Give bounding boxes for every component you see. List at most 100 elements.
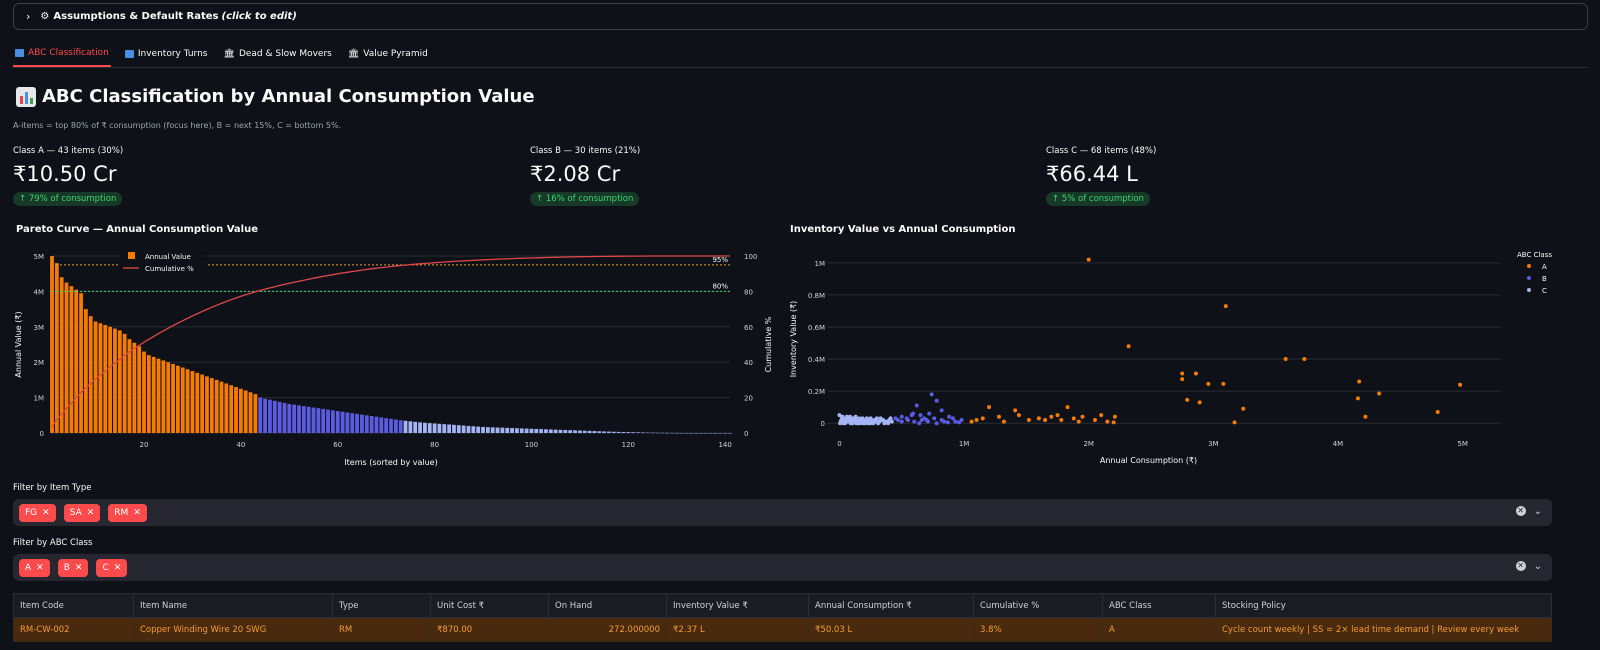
- pareto-bar: [311, 407, 316, 433]
- chevron-down-icon[interactable]: ⌄: [1533, 506, 1542, 517]
- scatter-point-b: [909, 413, 914, 418]
- scatter-point-a: [1071, 416, 1076, 421]
- scatter-point-b: [927, 411, 932, 416]
- pareto-chart-title: Pareto Curve — Annual Consumption Value: [16, 224, 258, 235]
- scatter-point-b: [957, 420, 962, 425]
- column-header[interactable]: Inventory Value ₹: [666, 593, 809, 618]
- pareto-bar: [272, 400, 277, 433]
- scatter-point-c: [886, 421, 891, 426]
- metric-delta: ↑ 16% of consumption: [530, 192, 640, 206]
- filter-item-type-label: Filter by Item Type: [13, 483, 92, 493]
- chip-rm[interactable]: RM ✕: [108, 503, 147, 522]
- pareto-bar: [602, 431, 606, 433]
- scatter-point-a: [1180, 377, 1185, 382]
- metric-label: Class A — 43 items (30%): [13, 146, 124, 156]
- tab-inventory-turns[interactable]: Inventory Turns: [123, 40, 210, 67]
- pareto-bar: [393, 419, 398, 433]
- scatter-point-b: [953, 419, 958, 424]
- clear-all-icon[interactable]: ✕: [1515, 506, 1526, 516]
- chip-label: C: [102, 562, 109, 573]
- close-icon[interactable]: ✕: [133, 507, 141, 518]
- scatter-point-a: [1086, 257, 1091, 262]
- column-header[interactable]: Annual Consumption ₹: [808, 593, 974, 618]
- table-row[interactable]: RM-CW-002 Copper Winding Wire 20 SWG RM …: [13, 617, 1552, 642]
- abc-table: Item Code Item Name Type Unit Cost ₹ On …: [13, 593, 1552, 642]
- pareto-bar: [728, 432, 732, 434]
- chip-c[interactable]: C ✕: [96, 558, 128, 577]
- pareto-bar: [360, 414, 364, 433]
- close-icon[interactable]: ✕: [42, 507, 50, 518]
- filter-item-type-select[interactable]: FG ✕ SA ✕ RM ✕ ✕ ⌄: [13, 499, 1552, 526]
- pareto-chart: 0 1M 2M 3M 4M 5M 0 20 40 60 80 100 20 40 60 80 100 120 140…: [14, 250, 773, 467]
- pareto-bar: [321, 408, 326, 433]
- column-header[interactable]: Cumulative %: [973, 593, 1103, 618]
- column-header[interactable]: Unit Cost ₹: [430, 593, 549, 618]
- y2-tick-label: 100: [744, 253, 757, 261]
- scatter-point-a: [1043, 417, 1048, 422]
- chevron-down-icon[interactable]: ⌄: [1533, 561, 1542, 572]
- tab-label: Inventory Turns: [137, 48, 208, 59]
- pareto-bar: [485, 427, 490, 433]
- bank-icon: 🏛: [223, 48, 235, 59]
- tab-value-pyramid[interactable]: 🏛 Value Pyramid: [346, 40, 430, 67]
- clear-all-icon[interactable]: ✕: [1515, 561, 1526, 571]
- close-icon[interactable]: ✕: [74, 562, 83, 573]
- scatter-point-b: [918, 413, 923, 418]
- pareto-bar: [718, 432, 723, 434]
- metric-delta: ↑ 5% of consumption: [1046, 192, 1150, 206]
- column-header[interactable]: Item Name: [133, 593, 333, 618]
- scatter-point-a: [1377, 391, 1382, 396]
- close-icon[interactable]: ✕: [86, 507, 95, 518]
- pareto-bar: [684, 432, 689, 434]
- scatter-point-a: [1099, 413, 1104, 418]
- turns-icon: [124, 49, 134, 58]
- pareto-bar: [500, 427, 505, 433]
- column-header[interactable]: ABC Class: [1102, 593, 1216, 618]
- chip-a[interactable]: A ✕: [19, 558, 50, 577]
- scatter-point-a: [1026, 417, 1031, 422]
- close-icon[interactable]: ✕: [113, 562, 122, 573]
- pareto-bar: [316, 408, 321, 433]
- pareto-bar: [699, 432, 703, 434]
- cell-item-name: Copper Winding Wire 20 SWG: [133, 617, 333, 642]
- pareto-bar: [185, 369, 190, 433]
- scatter-point-c: [848, 414, 853, 419]
- tab-label: Value Pyramid: [363, 48, 428, 59]
- pareto-bar: [88, 316, 93, 433]
- tab-dead-slow-movers[interactable]: 🏛 Dead & Slow Movers: [222, 40, 334, 67]
- chip-sa[interactable]: SA ✕: [63, 503, 101, 522]
- pareto-bar: [243, 390, 248, 433]
- column-header[interactable]: On Hand: [548, 593, 667, 618]
- pareto-bar: [219, 381, 224, 433]
- reference-label: 95%: [712, 256, 728, 264]
- y-tick-label: 1M: [815, 260, 826, 268]
- page-caption: A-items = top 80% of ₹ consumption (focu…: [13, 121, 342, 130]
- chip-label: A: [25, 562, 32, 573]
- scatter-point-b: [929, 392, 934, 397]
- pareto-bar: [471, 426, 476, 433]
- pareto-bar: [437, 423, 442, 433]
- close-icon[interactable]: ✕: [36, 562, 44, 573]
- scatter-point-a: [1092, 417, 1097, 422]
- pareto-bar: [607, 431, 611, 433]
- scatter-point-b: [906, 417, 911, 422]
- chip-fg[interactable]: FG ✕: [19, 503, 56, 522]
- pareto-bar: [142, 351, 146, 433]
- tab-abc-classification[interactable]: ABC Classification: [13, 40, 111, 67]
- pareto-bar: [79, 293, 83, 433]
- pareto-bar: [544, 429, 548, 433]
- pareto-bar: [306, 406, 311, 433]
- scatter-point-a: [1232, 420, 1237, 425]
- pareto-bar: [519, 428, 524, 433]
- column-header[interactable]: Item Code: [13, 593, 134, 618]
- scatter-point-b: [893, 416, 898, 421]
- column-header[interactable]: Stocking Policy: [1215, 593, 1552, 618]
- scatter-point-b: [945, 420, 950, 425]
- chip-b[interactable]: B ✕: [57, 558, 89, 577]
- x-tick-label: 5M: [1457, 440, 1468, 448]
- scatter-point-a: [1357, 379, 1362, 384]
- pareto-bar: [64, 282, 69, 433]
- column-header[interactable]: Type: [332, 593, 431, 618]
- filter-abc-class-select[interactable]: A ✕ B ✕ C ✕ ✕ ⌄: [13, 554, 1552, 581]
- assumptions-expander[interactable]: › ⚙ Assumptions & Default Rates (click t…: [13, 3, 1588, 30]
